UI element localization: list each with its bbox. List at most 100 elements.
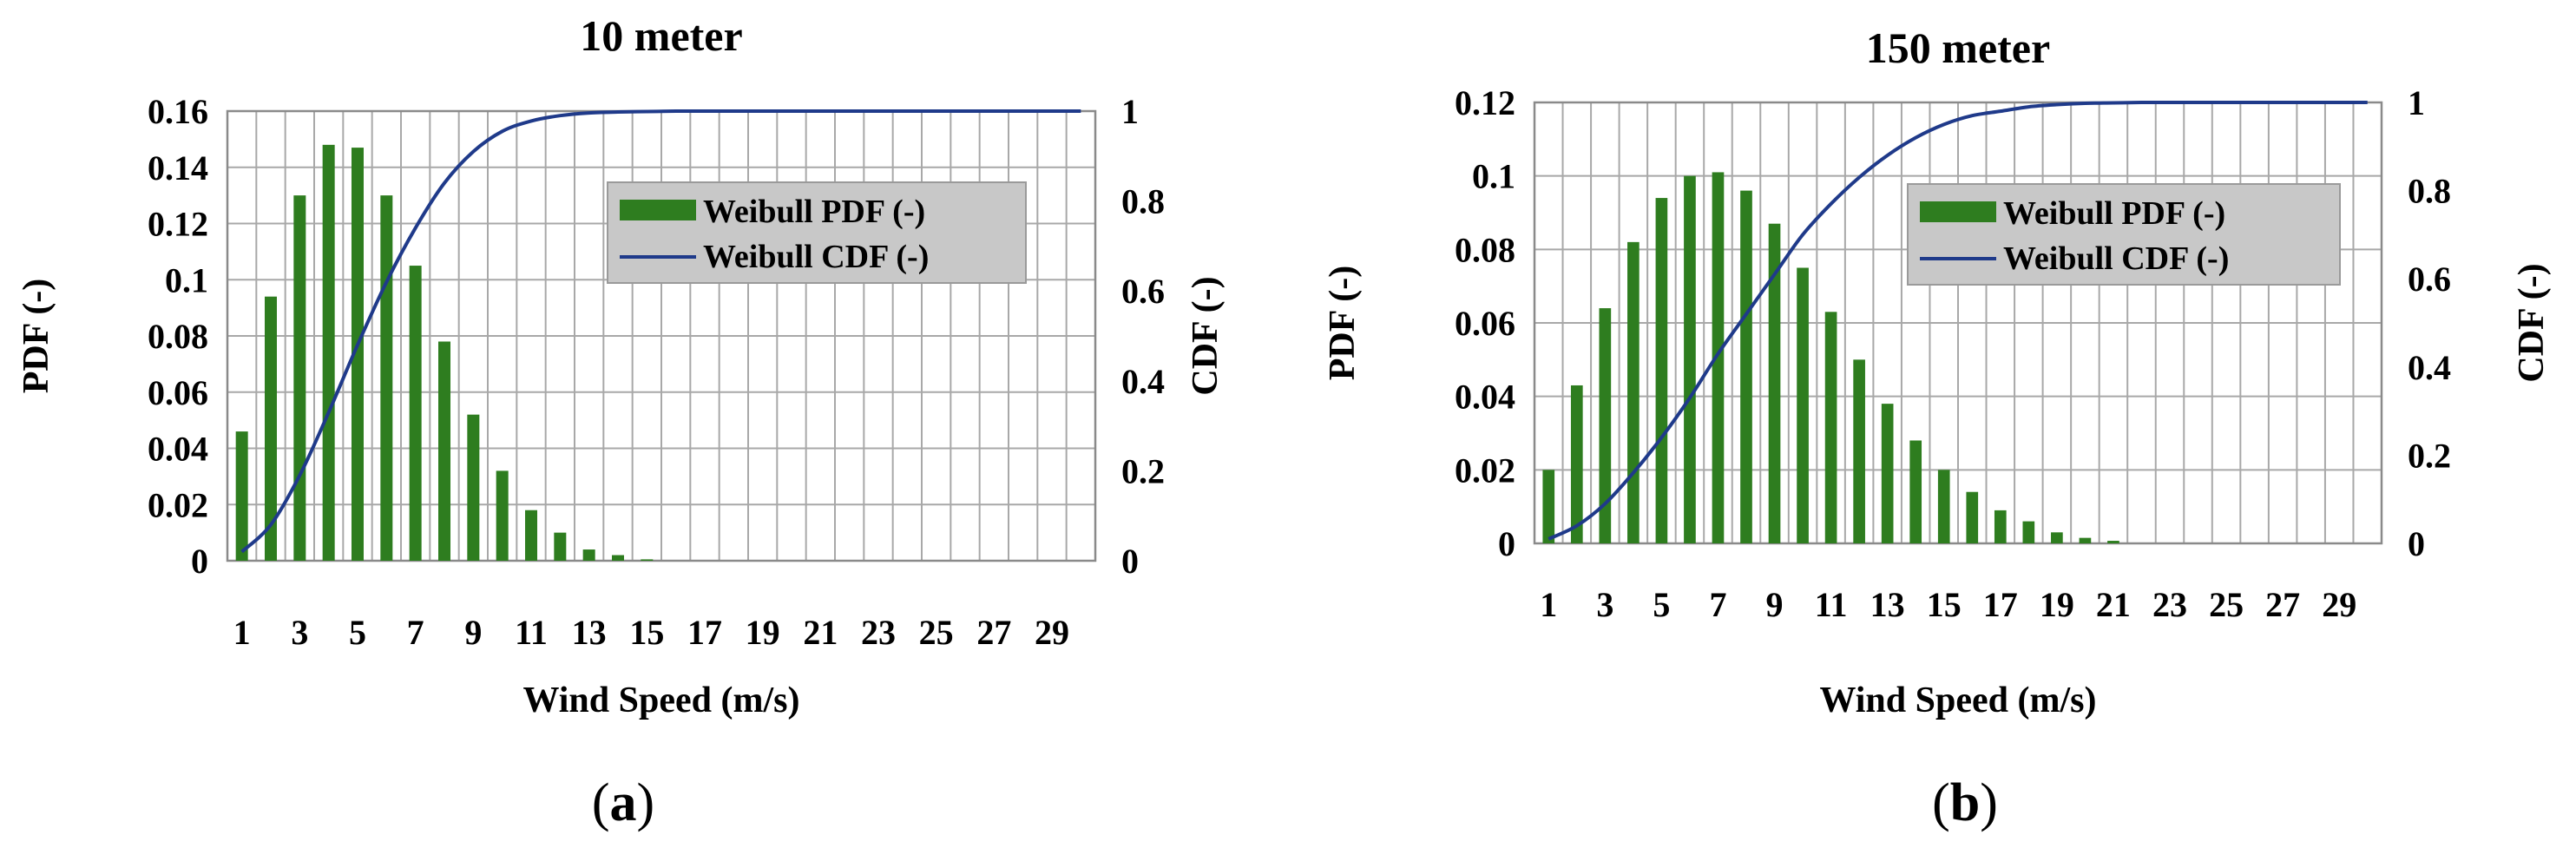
y-tick-label: 0.02 [1455, 451, 1515, 490]
pdf-bar [641, 559, 654, 561]
y-tick-label: 0.16 [148, 92, 208, 131]
cdf-line [240, 109, 1081, 554]
pdf-bar [2022, 521, 2035, 543]
y-tick-label: 0.06 [148, 373, 208, 412]
pdf-bar [1909, 440, 1922, 543]
pdf-bar [1740, 190, 1752, 543]
pdf-bar [1627, 241, 1640, 543]
y-tick-label: 0.02 [148, 485, 208, 524]
pdf-bar [1994, 510, 2007, 543]
y-tick-label: 0.04 [148, 430, 208, 469]
x-tick-label: 29 [1035, 613, 1069, 652]
y2-tick-label: 0.2 [1121, 451, 1165, 490]
panel-label-b: (b) [1932, 773, 1998, 832]
y2-tick-label: 1 [2408, 83, 2425, 122]
pdf-bar [554, 532, 567, 561]
panel-label-a: (a) [592, 773, 654, 832]
x-tick-label: 7 [407, 613, 424, 652]
pdf-bar [265, 296, 277, 561]
pdf-bar [1599, 308, 1612, 543]
chart-title: 10 meter [580, 11, 742, 60]
pdf-bar [1797, 267, 1809, 543]
x-tick-label: 3 [291, 613, 308, 652]
y2-axis-title: CDF (-) [1186, 276, 1226, 395]
x-axis-title: Wind Speed (m/s) [1820, 681, 2097, 720]
x-axis-title: Wind Speed (m/s) [523, 681, 800, 720]
pdf-bar [438, 341, 450, 561]
pdf-bar [1853, 359, 1865, 543]
pdf-bar [293, 195, 306, 561]
x-tick-label: 25 [2209, 585, 2244, 624]
pdf-bar [1684, 175, 1696, 543]
legend-box [1907, 183, 2341, 286]
pdf-bar [1655, 198, 1668, 544]
x-tick-label: 7 [1709, 585, 1726, 624]
legend-pdf-swatch [1920, 201, 1996, 222]
legend-cdf-label: Weibull CDF (-) [2003, 240, 2229, 277]
pdf-bar [2051, 532, 2063, 543]
y-tick-label: 0 [1498, 524, 1515, 563]
y2-axis-title: CDF (-) [2512, 263, 2552, 382]
x-tick-label: 5 [349, 613, 366, 652]
y-tick-label: 0.1 [1472, 157, 1515, 196]
x-tick-label: 19 [2040, 585, 2074, 624]
plot-frame [1533, 101, 2383, 545]
pdf-bar [322, 144, 335, 561]
pdf-bar [380, 195, 393, 561]
legend-pdf-label: Weibull PDF (-) [2003, 195, 2225, 232]
y2-tick-label: 0.4 [1121, 362, 1165, 401]
chart-title: 150 meter [1866, 23, 2050, 72]
x-tick-label: 25 [919, 613, 954, 652]
x-tick-label: 13 [1870, 585, 1905, 624]
pdf-bar [525, 510, 537, 561]
x-tick-label: 3 [1596, 585, 1613, 624]
y-tick-label: 0.1 [165, 260, 208, 299]
x-tick-label: 11 [1815, 585, 1848, 624]
pdf-bar [1570, 385, 1583, 543]
x-tick-label: 19 [746, 613, 780, 652]
x-tick-label: 11 [515, 613, 548, 652]
pdf-bar [612, 555, 624, 561]
x-tick-label: 21 [803, 613, 838, 652]
pdf-bar [1824, 312, 1837, 543]
pdf-bar [1768, 223, 1781, 543]
pdf-bar [582, 549, 595, 561]
chart-panel-a: 10 meter 0 0.02 0.04 0.06 0.08 0.1 0.12 0.14 0.16… [16, 11, 1226, 720]
chart-panel-b: 150 meter 0 0.02 0.04 0.06 0.08 0.1 0.12 0 0.2 0.4… [1323, 23, 2552, 720]
y-tick-label: 0.08 [1455, 230, 1515, 269]
y-tick-label: 0 [191, 542, 208, 581]
pdf-bar [352, 148, 364, 561]
y-axis-title: PDF (-) [16, 279, 56, 394]
pdf-bar [1966, 491, 1979, 543]
x-tick-label: 23 [861, 613, 896, 652]
x-tick-label: 27 [976, 613, 1011, 652]
y2-tick-label: 0.4 [2408, 348, 2451, 387]
y2-tick-label: 0.8 [1121, 182, 1165, 221]
pdf-bar [496, 470, 509, 561]
y-tick-label: 0.12 [1455, 83, 1515, 122]
x-tick-label: 1 [233, 613, 251, 652]
x-tick-label: 5 [1653, 585, 1670, 624]
pdf-bar [2107, 541, 2119, 543]
y2-tick-label: 0.6 [2408, 260, 2451, 299]
pdf-bar [1712, 172, 1725, 543]
x-tick-label: 15 [1927, 585, 1962, 624]
y-tick-label: 0.06 [1455, 304, 1515, 343]
legend-pdf-label: Weibull PDF (-) [703, 194, 925, 230]
y-tick-label: 0.12 [148, 205, 208, 244]
cdf-line [1548, 100, 2368, 541]
x-tick-label: 9 [1766, 585, 1784, 624]
x-tick-label: 15 [629, 613, 664, 652]
pdf-bar [1542, 470, 1555, 543]
y-axis-title: PDF (-) [1323, 266, 1363, 381]
x-tick-label: 17 [687, 613, 722, 652]
x-tick-label: 29 [2322, 585, 2356, 624]
y-tick-label: 0.08 [148, 317, 208, 356]
x-tick-label: 17 [1983, 585, 2018, 624]
x-tick-label: 9 [464, 613, 482, 652]
y2-tick-label: 1 [1121, 92, 1139, 131]
x-tick-label: 1 [1540, 585, 1557, 624]
pdf-bar [409, 266, 422, 561]
y2-tick-label: 0.8 [2408, 172, 2451, 211]
